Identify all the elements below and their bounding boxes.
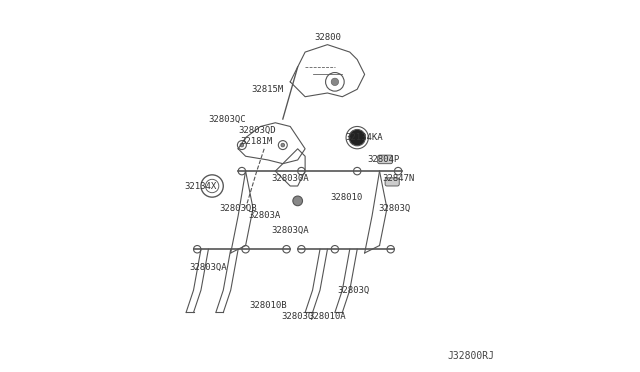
Text: J32800RJ: J32800RJ	[448, 351, 495, 361]
Text: 328010B: 328010B	[249, 301, 287, 310]
Text: 32804P: 32804P	[367, 155, 399, 164]
Text: 32803QB: 32803QB	[220, 204, 257, 213]
Circle shape	[349, 129, 365, 146]
Text: 32800: 32800	[314, 33, 341, 42]
Text: 32803Q: 32803Q	[337, 286, 370, 295]
Text: 328010A: 328010A	[308, 312, 346, 321]
FancyBboxPatch shape	[378, 155, 392, 164]
Text: 32803QA: 32803QA	[189, 263, 227, 272]
Text: 32847N: 32847N	[382, 174, 414, 183]
Circle shape	[331, 78, 339, 86]
Circle shape	[240, 143, 244, 147]
Text: 32803Q: 32803Q	[282, 312, 314, 321]
Text: 32181M: 32181M	[241, 137, 273, 146]
Text: 32803QD: 32803QD	[238, 126, 276, 135]
Text: 32803Q: 32803Q	[378, 204, 410, 213]
Text: 32134X: 32134X	[185, 182, 217, 190]
Text: 32803QC: 32803QC	[208, 115, 246, 124]
Text: 328010: 328010	[330, 193, 362, 202]
FancyBboxPatch shape	[385, 178, 399, 186]
Text: 32803A: 32803A	[248, 211, 280, 220]
Circle shape	[293, 196, 303, 206]
Text: 328030A: 328030A	[271, 174, 309, 183]
Text: 32803QA: 32803QA	[271, 226, 309, 235]
Circle shape	[281, 143, 285, 147]
Text: 32815M: 32815M	[252, 85, 284, 94]
Text: 32134KA: 32134KA	[346, 133, 383, 142]
